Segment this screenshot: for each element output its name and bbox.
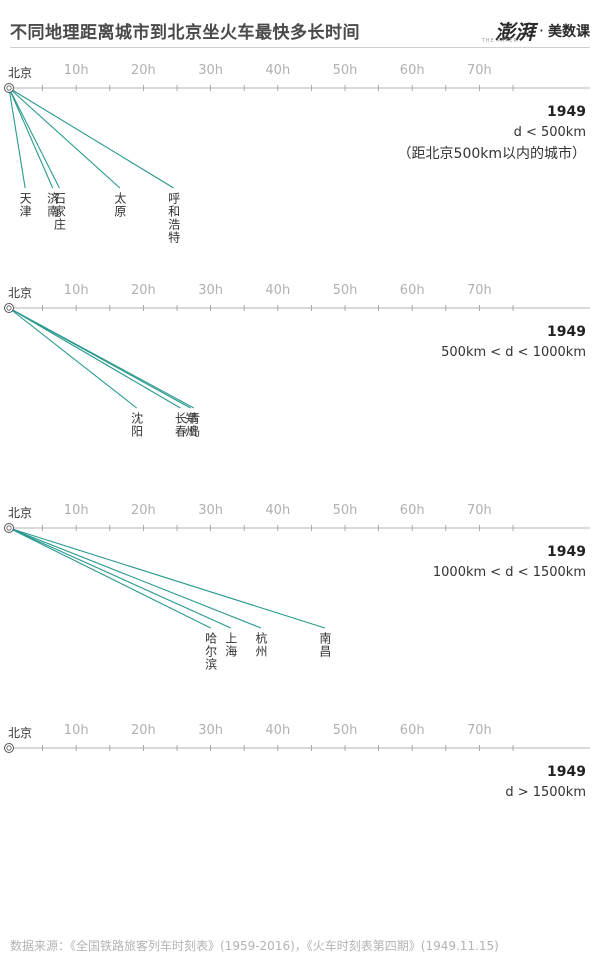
x-tick-label: 40h xyxy=(265,723,290,738)
route-line xyxy=(8,87,174,189)
city-label: 郑州 xyxy=(183,411,197,438)
origin-marker-outer xyxy=(4,303,14,313)
x-tick-label: 50h xyxy=(333,283,358,298)
route-line xyxy=(8,527,326,629)
route-line xyxy=(8,527,262,629)
panel-year: 1949 xyxy=(547,104,586,120)
brand-dot: · xyxy=(538,21,544,40)
panel-range: 1000km < d < 1500km xyxy=(433,565,586,580)
route-line xyxy=(8,87,54,189)
chart-panel-3: 北京 10h 20h 30h 40h 50h 60h 70h 哈尔滨 上海 杭州 南昌 1949 1000… xyxy=(4,503,590,671)
city-label: 青岛 xyxy=(187,412,201,438)
origin-marker-inner xyxy=(6,85,12,91)
x-tick-label: 20h xyxy=(131,283,156,298)
origin-marker-inner xyxy=(6,305,12,311)
origin-label: 北京 xyxy=(8,726,32,740)
panel-range: d < 500km xyxy=(514,125,586,140)
city-label: 长春 xyxy=(173,412,187,438)
page-title: 不同地理距离城市到北京坐火车最快多长时间 xyxy=(10,23,360,43)
x-tick-label: 30h xyxy=(198,503,223,518)
city-label: 石家庄 xyxy=(52,192,66,231)
origin-marker-outer xyxy=(4,523,14,533)
x-tick-label: 10h xyxy=(64,723,89,738)
x-tick-label: 50h xyxy=(333,723,358,738)
origin-marker-outer xyxy=(4,743,14,753)
panel-year: 1949 xyxy=(547,544,586,560)
route-line xyxy=(8,307,195,409)
x-tick-label: 10h xyxy=(64,63,89,78)
x-tick-label: 30h xyxy=(198,283,223,298)
panel-note: （距北京500km以内的城市） xyxy=(398,145,586,162)
city-label: 上海 xyxy=(224,632,238,658)
origin-marker-inner xyxy=(6,525,12,531)
route-line xyxy=(8,87,26,189)
x-tick-label: 30h xyxy=(198,723,223,738)
brand-name: 美数课 xyxy=(548,23,590,40)
x-tick-label: 70h xyxy=(467,63,492,78)
city-label: 杭州 xyxy=(254,631,268,658)
route-line xyxy=(8,527,211,629)
route-line xyxy=(8,307,138,409)
origin-label: 北京 xyxy=(8,286,32,300)
origin-label: 北京 xyxy=(8,506,32,520)
city-label: 哈尔滨 xyxy=(204,632,218,671)
brand: 澎湃 · 美数课 xyxy=(495,16,590,45)
x-tick-label: 70h xyxy=(467,723,492,738)
x-tick-label: 20h xyxy=(131,723,156,738)
panel-range: d > 1500km xyxy=(505,785,586,800)
city-label: 南昌 xyxy=(318,631,332,658)
chart-panel-4: 北京 10h 20h 30h 40h 50h 60h 70h 1949 d > 1500km xyxy=(4,723,590,800)
x-tick-label: 40h xyxy=(265,503,290,518)
x-tick-label: 60h xyxy=(400,63,425,78)
panel-year: 1949 xyxy=(547,764,586,780)
x-tick-label: 30h xyxy=(198,63,223,78)
origin-label: 北京 xyxy=(8,66,32,80)
x-tick-label: 20h xyxy=(131,503,156,518)
x-tick-label: 50h xyxy=(333,63,358,78)
header-divider xyxy=(10,47,590,48)
brand-logo: 澎湃 xyxy=(494,20,535,44)
x-tick-label: 10h xyxy=(64,503,89,518)
brand-sub: THE PAPER xyxy=(481,38,518,44)
x-tick-label: 60h xyxy=(400,503,425,518)
city-label: 天津 xyxy=(18,192,32,218)
city-label: 济南 xyxy=(46,191,60,218)
city-label: 沈阳 xyxy=(130,411,144,438)
x-tick-label: 10h xyxy=(64,283,89,298)
x-tick-label: 40h xyxy=(265,283,290,298)
x-tick-label: 40h xyxy=(265,63,290,78)
x-tick-label: 20h xyxy=(131,63,156,78)
route-line xyxy=(8,87,121,189)
x-tick-label: 70h xyxy=(467,283,492,298)
panel-range: 500km < d < 1000km xyxy=(441,345,586,360)
source-note: 数据来源：《全国铁路旅客列车时刻表》(1959-2016)，《火车时刻表第四期》… xyxy=(10,939,499,953)
route-line xyxy=(8,307,181,409)
x-tick-label: 60h xyxy=(400,283,425,298)
city-label: 太原 xyxy=(113,191,127,218)
city-label: 呼和浩特 xyxy=(167,192,181,244)
origin-marker-inner xyxy=(6,745,12,751)
header: 不同地理距离城市到北京坐火车最快多长时间 澎湃 · 美数课 THE PAPER xyxy=(0,0,600,48)
x-tick-label: 60h xyxy=(400,723,425,738)
route-line xyxy=(8,527,231,629)
route-line xyxy=(8,87,60,189)
origin-marker-outer xyxy=(4,83,14,93)
panel-year: 1949 xyxy=(547,324,586,340)
x-tick-label: 50h xyxy=(333,503,358,518)
x-tick-label: 70h xyxy=(467,503,492,518)
